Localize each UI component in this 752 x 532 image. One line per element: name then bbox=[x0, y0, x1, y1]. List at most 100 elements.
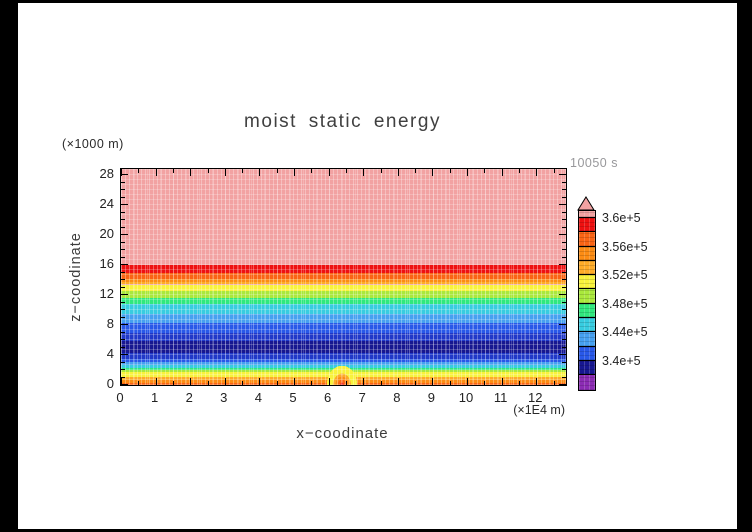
z-tick bbox=[121, 181, 125, 183]
x-tick bbox=[536, 378, 538, 385]
x-tick bbox=[501, 169, 503, 176]
x-tick-label: 7 bbox=[358, 390, 366, 405]
z-tick bbox=[562, 369, 566, 370]
x-tick bbox=[363, 378, 365, 385]
z-tick bbox=[121, 204, 128, 205]
x-tick-label: 9 bbox=[427, 390, 436, 405]
z-tick bbox=[559, 264, 566, 265]
x-tick-label: 12 bbox=[528, 390, 543, 405]
colorbar-boundary-label: 3.6e+5 bbox=[602, 211, 641, 225]
z-tick bbox=[562, 249, 566, 250]
colorbar-segment bbox=[579, 375, 595, 390]
z-tick-label: 4 bbox=[106, 346, 114, 361]
z-tick bbox=[121, 339, 125, 340]
z-tick bbox=[562, 226, 566, 228]
colorbar-segment bbox=[579, 246, 595, 261]
contour-band bbox=[121, 340, 566, 353]
x-tick bbox=[190, 169, 192, 176]
x-tick bbox=[415, 381, 417, 385]
z-axis-title: z−coodinate bbox=[68, 232, 84, 322]
z-tick bbox=[562, 376, 566, 378]
z-tick bbox=[121, 241, 125, 243]
x-tick bbox=[345, 381, 347, 385]
x-tick bbox=[484, 169, 486, 173]
x-tick bbox=[276, 381, 278, 385]
x-tick bbox=[259, 378, 261, 385]
x-tick bbox=[259, 169, 261, 176]
contour-band bbox=[121, 284, 566, 292]
x-tick bbox=[363, 169, 365, 176]
x-tick bbox=[294, 169, 296, 176]
contour-band bbox=[121, 313, 566, 323]
contour-band bbox=[121, 322, 566, 334]
z-tick bbox=[562, 189, 566, 190]
colorbar-overflow-arrow-icon bbox=[577, 196, 595, 211]
colorbar-segment bbox=[579, 303, 595, 319]
x-tick bbox=[536, 169, 538, 176]
x-tick bbox=[415, 169, 417, 173]
x-tick bbox=[345, 169, 347, 173]
colorbar-boundary-label: 3.56e+5 bbox=[602, 239, 648, 254]
colorbar-segments bbox=[578, 210, 596, 391]
plot-title: moist static energy bbox=[244, 111, 441, 132]
x-tick bbox=[155, 378, 157, 385]
colorbar-segment bbox=[579, 346, 595, 361]
z-tick-label: 0 bbox=[106, 376, 114, 391]
z-tick bbox=[121, 301, 125, 303]
x-tick bbox=[553, 381, 555, 385]
colorbar-segment bbox=[579, 218, 595, 233]
x-tick bbox=[138, 381, 140, 385]
x-tick bbox=[155, 169, 157, 176]
contour-band bbox=[121, 279, 566, 283]
z-tick-label: 16 bbox=[99, 256, 114, 271]
z-tick bbox=[121, 354, 128, 355]
z-tick bbox=[121, 331, 125, 333]
z-tick bbox=[562, 361, 566, 363]
z-tick bbox=[121, 324, 128, 325]
z-tick bbox=[121, 316, 125, 318]
x-tick bbox=[380, 169, 382, 173]
contour-band bbox=[121, 352, 566, 359]
x-tick bbox=[294, 378, 296, 385]
contour-band bbox=[121, 169, 566, 265]
x-tick-label: 5 bbox=[289, 390, 297, 405]
z-tick bbox=[562, 219, 566, 220]
z-tick bbox=[562, 271, 566, 273]
colorbar-segment bbox=[579, 211, 595, 218]
timestamp-label: 10050 s bbox=[570, 156, 618, 170]
x-tick-label: 3 bbox=[220, 390, 228, 405]
z-tick bbox=[562, 346, 566, 348]
contour-band bbox=[121, 282, 566, 285]
contour-band bbox=[121, 304, 566, 314]
x-tick bbox=[276, 169, 278, 173]
x-tick-label: 8 bbox=[393, 390, 401, 405]
x-axis-unit-label: (×1E4 m) bbox=[513, 403, 565, 417]
x-tick-label: 1 bbox=[150, 390, 159, 405]
z-tick bbox=[562, 196, 566, 198]
x-tick bbox=[242, 169, 244, 173]
x-tick bbox=[553, 169, 555, 173]
z-tick bbox=[559, 384, 566, 385]
plot-canvas: moist static energy (×1000 m) 10050 s z−… bbox=[18, 3, 737, 529]
colorbar-segment bbox=[579, 260, 595, 276]
x-tick bbox=[224, 378, 226, 385]
x-tick bbox=[311, 381, 313, 385]
z-tick bbox=[121, 279, 125, 280]
contour-band bbox=[121, 382, 566, 385]
x-tick bbox=[121, 378, 122, 385]
z-tick bbox=[121, 309, 125, 310]
x-tick-label: 10 bbox=[458, 390, 474, 405]
x-tick bbox=[207, 381, 209, 385]
z-tick bbox=[121, 174, 128, 175]
z-tick-label: 24 bbox=[99, 196, 114, 211]
contour-band bbox=[121, 298, 566, 304]
x-tick bbox=[501, 378, 503, 385]
x-tick bbox=[172, 169, 174, 173]
z-tick bbox=[121, 249, 125, 250]
z-tick bbox=[121, 346, 125, 348]
z-tick bbox=[559, 294, 566, 295]
x-tick bbox=[432, 169, 434, 176]
x-tick bbox=[311, 169, 313, 173]
colorbar-segment bbox=[579, 289, 595, 304]
